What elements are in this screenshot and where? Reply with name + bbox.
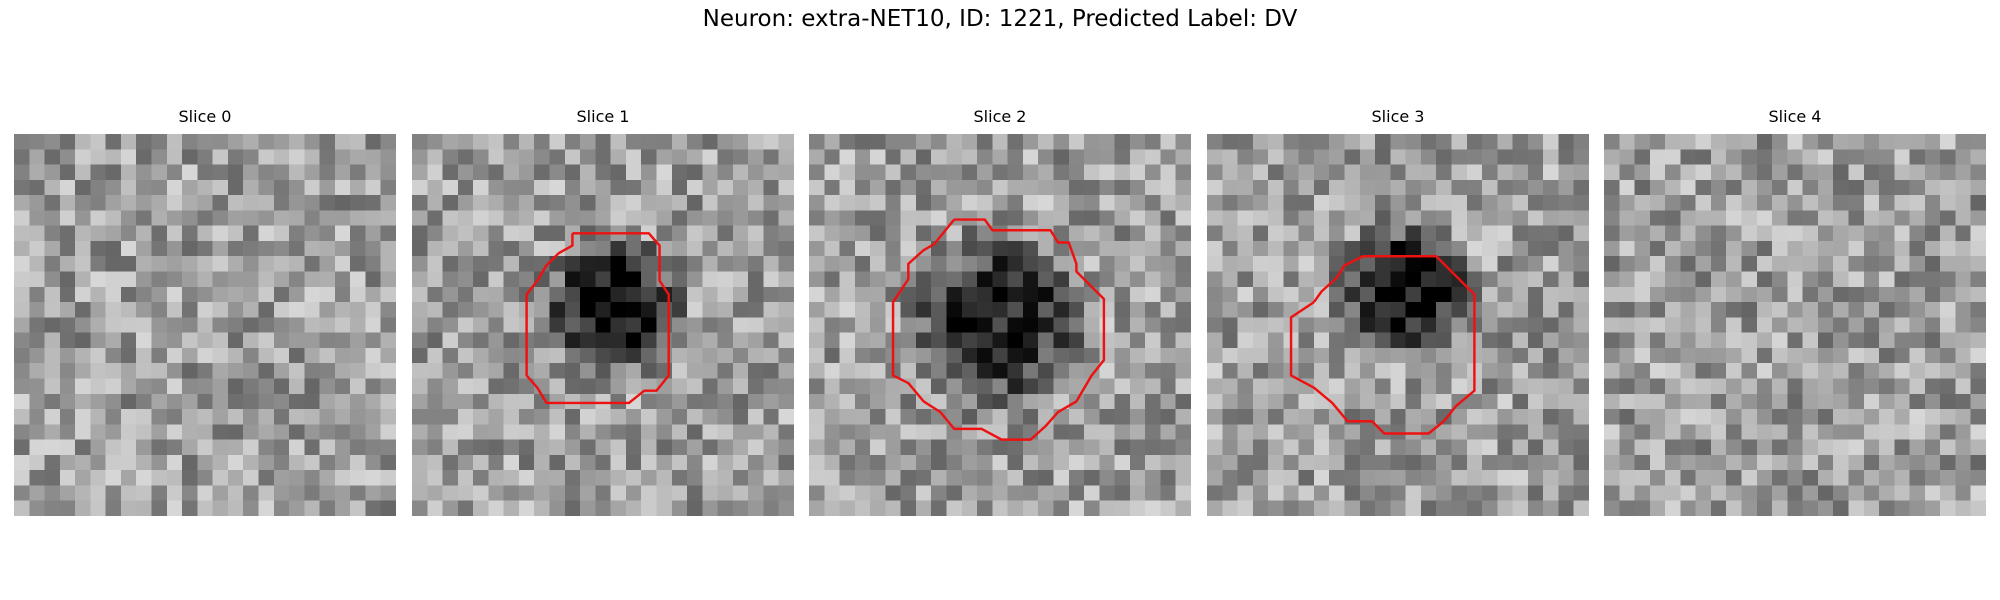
- slice-image-1: [412, 134, 794, 516]
- figure-title: Neuron: extra-NET10, ID: 1221, Predicted…: [702, 6, 1298, 32]
- slice-title-3: Slice 3: [1371, 107, 1425, 126]
- slice-image-3: [1207, 134, 1589, 516]
- slice-overlay-4: [1604, 134, 1986, 516]
- slice-title-4: Slice 4: [1768, 107, 1822, 126]
- slice-pixels-1: [412, 134, 794, 516]
- roi-contour-1: [525, 232, 670, 405]
- slice-pixels-4: [1604, 134, 1986, 516]
- slice-image-2: [809, 134, 1191, 516]
- slice-pixels-0: [14, 134, 396, 516]
- slice-overlay-2: [891, 218, 1106, 441]
- roi-contour-2: [891, 218, 1106, 441]
- slice-title-0: Slice 0: [178, 107, 232, 126]
- slice-pixels-2: [809, 134, 1191, 516]
- slice-overlay-3: [1289, 255, 1476, 435]
- slice-title-1: Slice 1: [576, 107, 630, 126]
- slice-image-0: [14, 134, 396, 516]
- slice-image-4: [1604, 134, 1986, 516]
- slice-overlay-0: [14, 134, 396, 516]
- slice-title-2: Slice 2: [973, 107, 1027, 126]
- slice-overlay-1: [525, 232, 670, 405]
- roi-contour-3: [1289, 255, 1476, 435]
- slice-pixels-3: [1207, 134, 1589, 516]
